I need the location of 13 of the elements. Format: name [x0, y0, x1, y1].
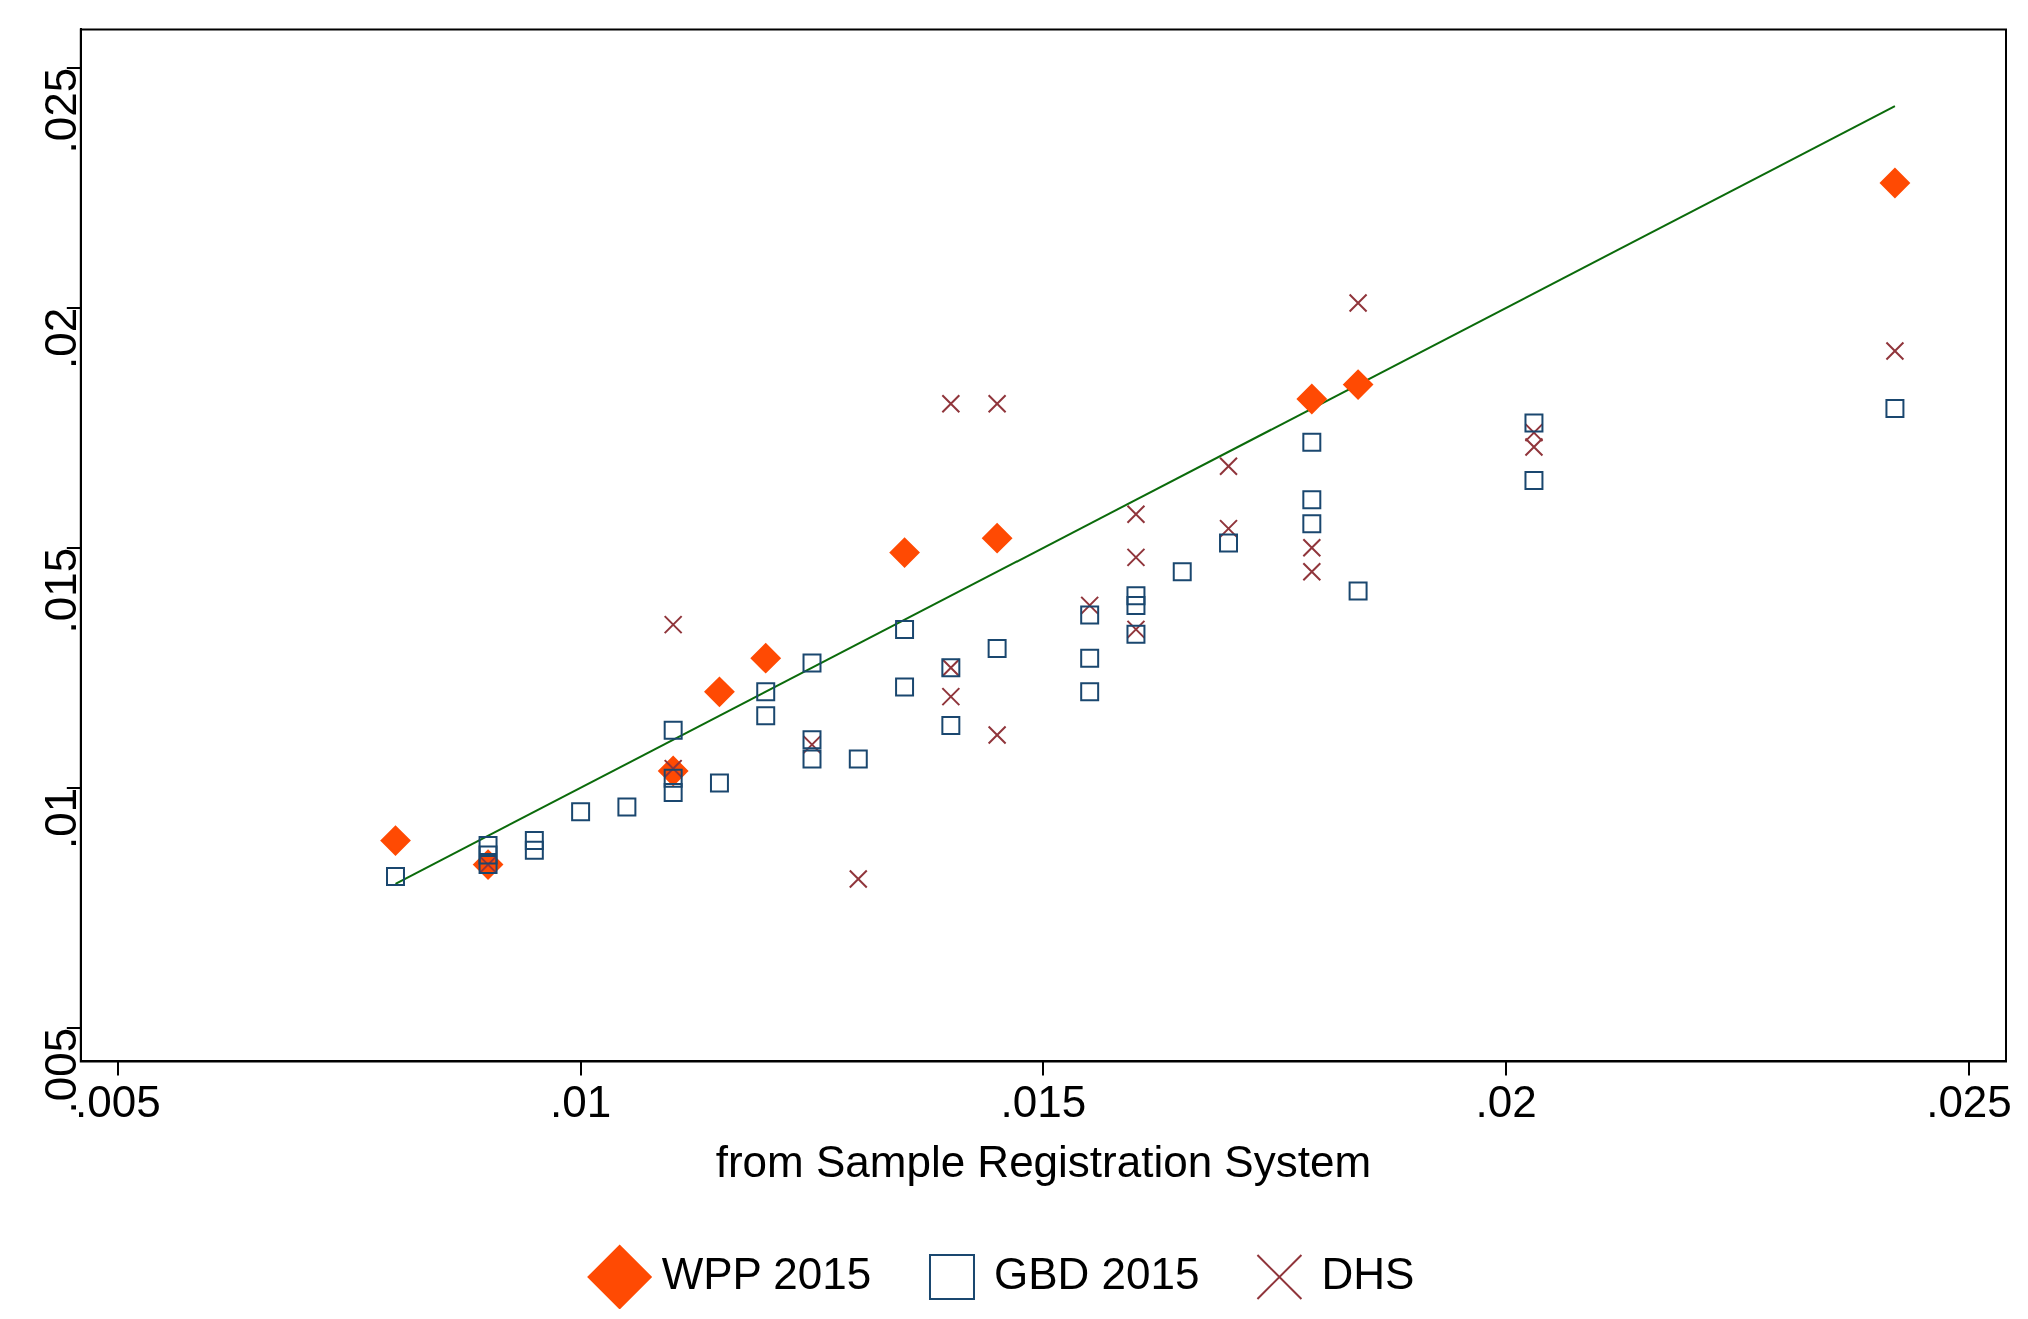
x-tick-label: .02: [1475, 1076, 1537, 1126]
y-tick-label: .015: [35, 547, 85, 634]
x-tick-label: .015: [1000, 1076, 1087, 1126]
y-tick-label: .025: [35, 67, 85, 154]
y-tick-label: .02: [35, 307, 85, 369]
x-tick-label: .01: [550, 1076, 612, 1126]
legend-label: WPP 2015: [661, 1249, 872, 1299]
legend-label: GBD 2015: [993, 1249, 1200, 1299]
x-axis-title: from Sample Registration System: [715, 1136, 1372, 1186]
x-tick-label: .005: [75, 1076, 161, 1126]
x-tick-label: .025: [1926, 1076, 2012, 1126]
y-tick-label: .01: [35, 787, 85, 849]
legend-label: DHS: [1321, 1249, 1415, 1299]
